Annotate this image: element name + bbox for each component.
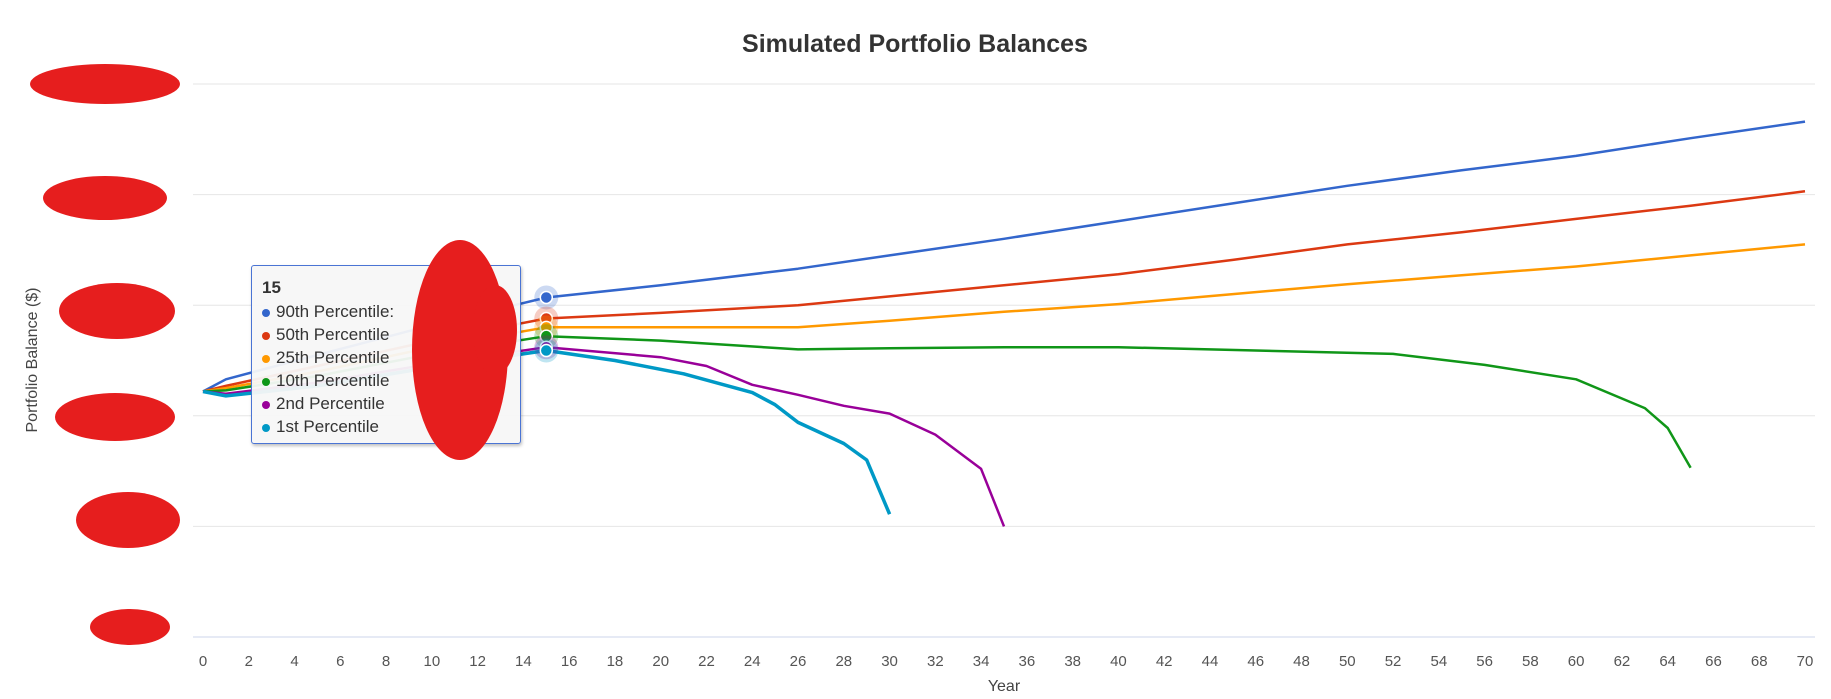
x-tick-label: 62 xyxy=(1614,653,1631,670)
x-tick-labels: 0 2 4 6 8 10 12 14 16 18 20 22 24 26 28 30 32 34 36 38 40 42 4… xyxy=(199,653,1814,670)
series-dot-icon xyxy=(262,354,270,363)
x-tick-label: 16 xyxy=(561,653,578,670)
tooltip-row: 90th Percentile: xyxy=(262,300,510,323)
x-tick-label: 66 xyxy=(1705,653,1722,670)
x-tick-label: 68 xyxy=(1751,653,1768,670)
x-tick-label: 18 xyxy=(607,653,624,670)
x-tick-label: 2 xyxy=(245,653,253,670)
x-tick-label: 24 xyxy=(744,653,761,670)
x-tick-label: 56 xyxy=(1476,653,1493,670)
tooltip-row-label: 90th Percentile: xyxy=(276,302,395,321)
x-tick-label: 32 xyxy=(927,653,944,670)
tooltip-row-label: 50th Percentile xyxy=(276,325,390,344)
x-tick-label: 70 xyxy=(1797,653,1814,670)
x-tick-label: 52 xyxy=(1385,653,1402,670)
y-axis-label: Portfolio Balance ($) xyxy=(24,288,41,433)
x-tick-label: 64 xyxy=(1659,653,1676,670)
x-tick-label: 22 xyxy=(698,653,715,670)
series-dot-icon xyxy=(262,331,270,340)
x-tick-label: 48 xyxy=(1293,653,1310,670)
x-tick-label: 8 xyxy=(382,653,390,670)
hover-markers xyxy=(534,285,559,363)
x-tick-label: 50 xyxy=(1339,653,1356,670)
tooltip-row: 50th Percentile xyxy=(262,323,510,346)
x-tick-label: 30 xyxy=(881,653,898,670)
x-tick-label: 60 xyxy=(1568,653,1585,670)
hover-marker xyxy=(539,343,554,358)
tooltip-row-label: 10th Percentile xyxy=(276,371,390,390)
x-tick-label: 46 xyxy=(1247,653,1264,670)
x-tick-label: 54 xyxy=(1430,653,1447,670)
x-tick-label: 20 xyxy=(652,653,669,670)
hover-marker xyxy=(539,290,554,305)
x-tick-label: 38 xyxy=(1064,653,1081,670)
series-dot-icon xyxy=(262,400,270,409)
chart-title: Simulated Portfolio Balances xyxy=(742,30,1088,58)
series-dot-icon xyxy=(262,308,270,317)
x-tick-label: 40 xyxy=(1110,653,1127,670)
series-dot-icon xyxy=(262,377,270,386)
x-tick-label: 34 xyxy=(973,653,990,670)
x-tick-label: 58 xyxy=(1522,653,1539,670)
x-tick-label: 6 xyxy=(336,653,344,670)
x-tick-label: 42 xyxy=(1156,653,1173,670)
x-tick-label: 28 xyxy=(835,653,852,670)
x-tick-label: 44 xyxy=(1202,653,1219,670)
x-axis-label: Year xyxy=(988,678,1021,695)
tooltip-row: 10th Percentile xyxy=(262,369,510,392)
series-dot-icon xyxy=(262,423,270,432)
tooltip-row-label: 2nd Percentile xyxy=(276,394,385,413)
tooltip-row: 1st Percentile xyxy=(262,415,510,438)
tooltip-row-label: 1st Percentile xyxy=(276,417,379,436)
x-tick-label: 26 xyxy=(790,653,807,670)
x-tick-label: 4 xyxy=(290,653,298,670)
tooltip-header: 15 xyxy=(262,278,281,297)
x-tick-label: 36 xyxy=(1019,653,1036,670)
tooltip-row-label: 25th Percentile xyxy=(276,348,390,367)
tooltip-row: 2nd Percentile xyxy=(262,392,510,415)
tooltip-row: 25th Percentile xyxy=(262,346,510,369)
tooltip: 15 90th Percentile: 50th Percentile 25th P… xyxy=(251,265,521,444)
x-tick-label: 14 xyxy=(515,653,532,670)
x-tick-label: 0 xyxy=(199,653,207,670)
x-tick-label: 12 xyxy=(469,653,486,670)
x-tick-label: 10 xyxy=(424,653,441,670)
